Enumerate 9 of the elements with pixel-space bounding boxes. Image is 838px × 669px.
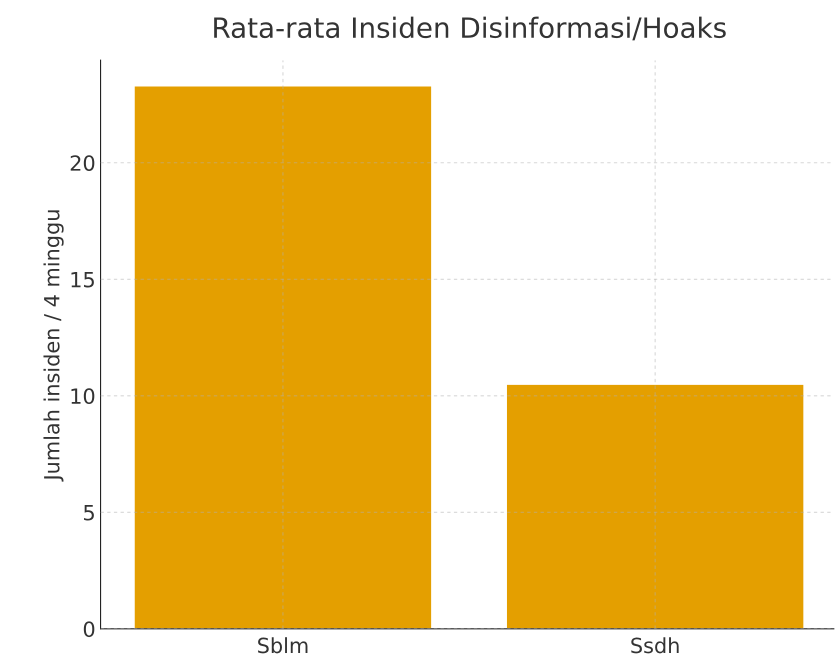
- y-tick-label: 10: [71, 388, 94, 404]
- x-tick-label: Ssdh: [631, 637, 679, 654]
- y-tick-label: 15: [71, 272, 94, 288]
- y-axis-title: Jumlah insiden / 4 minggu: [43, 210, 64, 482]
- y-tick-label: 20: [70, 155, 94, 171]
- x-tick-label: Sblm: [258, 637, 308, 654]
- chart-title: Rata-rata Insiden Disinformasi/Hoaks: [214, 16, 726, 40]
- y-tick-label: 5: [84, 505, 94, 521]
- y-tick-label: 0: [84, 621, 94, 638]
